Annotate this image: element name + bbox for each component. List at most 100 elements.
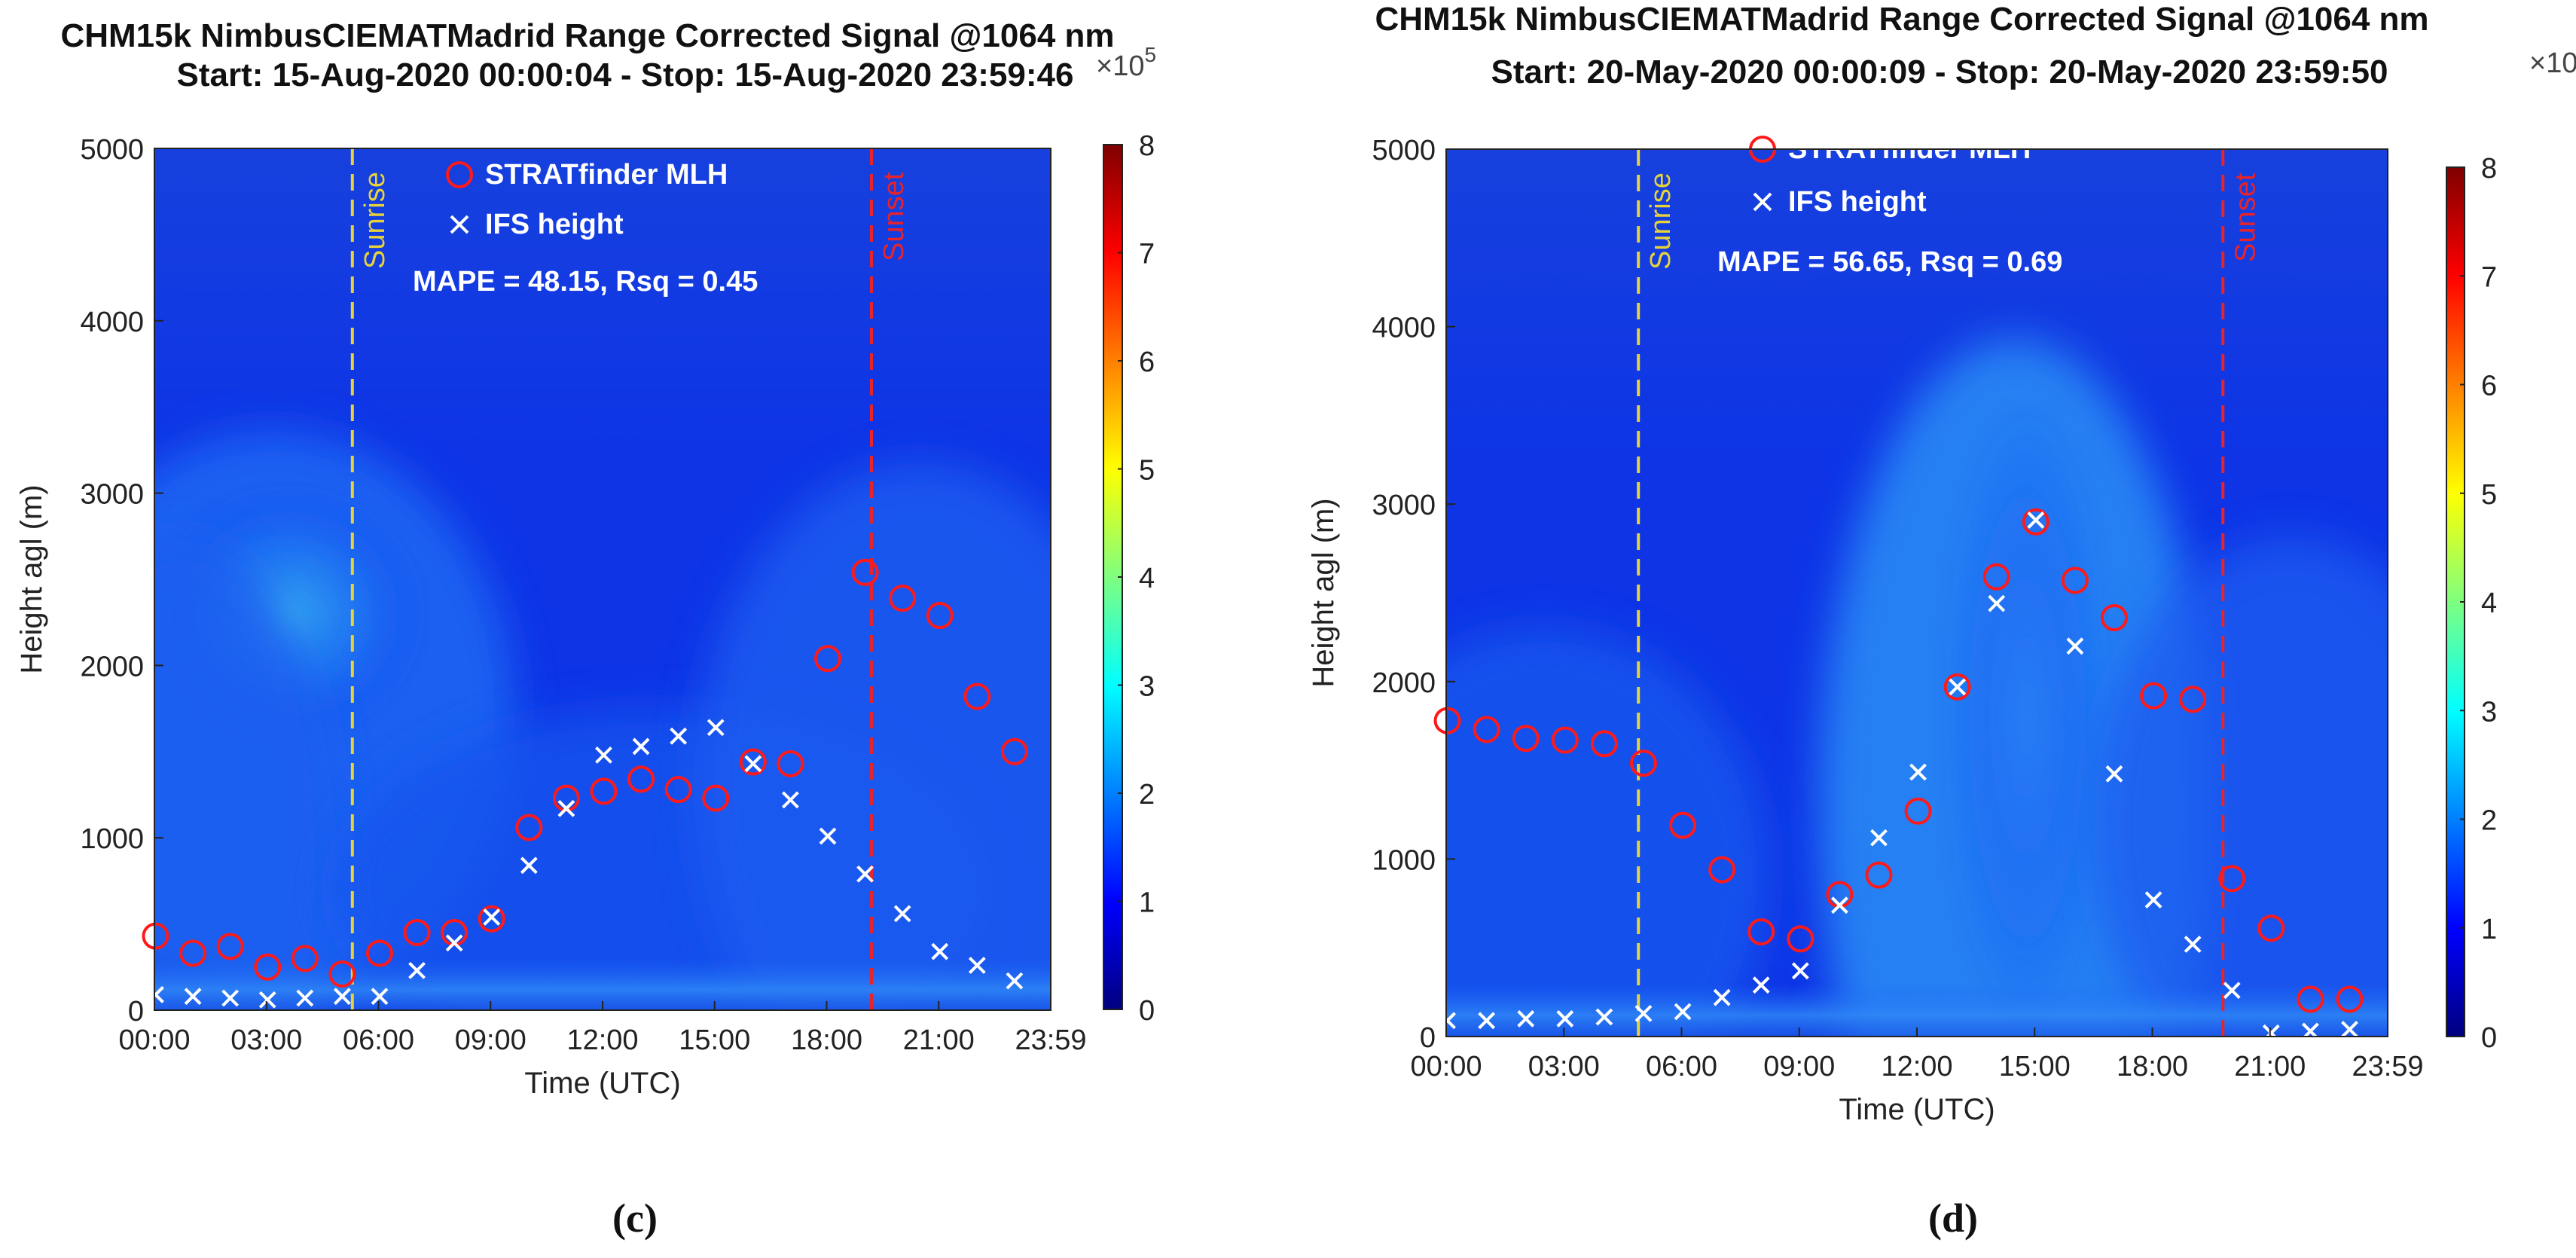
legend-marker-stratfinder xyxy=(446,161,473,188)
ifs-point xyxy=(1909,763,1927,781)
y-tick-label: 0 xyxy=(1420,1022,1436,1054)
y-tick-label: 3000 xyxy=(80,479,144,511)
night-layer xyxy=(154,539,335,1010)
y-tick-label: 4000 xyxy=(1372,313,1436,344)
stratfinder-point xyxy=(365,939,393,967)
x-tick-label: 15:00 xyxy=(1999,1051,2071,1082)
ifs-point xyxy=(1006,972,1024,990)
sunset-label: Sunset xyxy=(2230,173,2261,262)
sunset-label: Sunset xyxy=(878,172,910,261)
legend-marker-ifs xyxy=(1753,192,1772,212)
stratfinder-point xyxy=(627,765,655,793)
sunrise-label: Sunrise xyxy=(359,172,391,269)
ifs-point xyxy=(2027,511,2045,529)
stratfinder-point xyxy=(2336,985,2364,1013)
panel-caption: (d) xyxy=(1928,1195,1978,1241)
stats-text: MAPE = 48.15, Rsq = 0.45 xyxy=(413,266,758,298)
y-tick-label: 4000 xyxy=(80,307,144,338)
x-tick-label: 03:00 xyxy=(1528,1051,1600,1082)
ifs-point xyxy=(1949,678,1967,696)
stratfinder-point xyxy=(1512,725,1540,753)
y-axis-label: Height agl (m) xyxy=(1307,498,1340,687)
legend-label-ifs: IFS height xyxy=(1788,186,1927,218)
ifs-point xyxy=(632,737,650,756)
colorbar-tick-label: 1 xyxy=(1139,887,1155,919)
signal-field xyxy=(1446,149,2388,1037)
x-tick-label: 00:00 xyxy=(1410,1051,1482,1082)
ifs-point xyxy=(670,727,688,745)
colorbar-tick-label: 6 xyxy=(1139,347,1155,378)
ifs-point xyxy=(893,905,911,923)
colorbar-exponent: ×105 xyxy=(1096,43,1156,82)
sunrise-label: Sunrise xyxy=(1645,173,1677,270)
stratfinder-point xyxy=(889,585,917,612)
ifs-point xyxy=(1752,976,1770,994)
ifs-point xyxy=(2262,1024,2280,1042)
colorbar-exponent: ×105 xyxy=(2529,40,2576,79)
colorbar-tick-label: 8 xyxy=(2481,153,2497,185)
y-tick-label: 5000 xyxy=(1372,135,1436,166)
evening-layer xyxy=(2093,537,2388,1037)
y-tick-label: 0 xyxy=(128,996,144,1027)
ifs-point xyxy=(2184,936,2202,953)
colorbar-tick-label: 0 xyxy=(1139,995,1155,1027)
chart-title: CHM15k NimbusCIEMATMadrid Range Correcte… xyxy=(60,17,1114,54)
stratfinder-point xyxy=(1943,673,1971,701)
panel-c: CHM15k NimbusCIEMATMadrid Range Correcte… xyxy=(15,17,1156,1241)
x-tick-label: 21:00 xyxy=(2234,1051,2306,1082)
stratfinder-point xyxy=(2257,914,2285,942)
x-tick-label: 12:00 xyxy=(566,1024,638,1056)
panel-d: CHM15k NimbusCIEMATMadrid Range Correcte… xyxy=(1307,1,2576,1241)
stratfinder-point xyxy=(1590,730,1618,758)
colorbar-tick-label: 5 xyxy=(2481,479,2497,511)
stratfinder-point xyxy=(179,939,207,967)
y-tick-label: 2000 xyxy=(80,651,144,682)
ifs-point xyxy=(2341,1021,2358,1038)
stratfinder-point xyxy=(515,814,543,841)
ifs-point xyxy=(1439,1012,1456,1030)
stratfinder-point xyxy=(1982,563,2010,591)
ifs-point xyxy=(1556,1010,1574,1027)
ifs-point xyxy=(258,991,276,1009)
stratfinder-point xyxy=(813,645,841,673)
ifs-point xyxy=(968,957,986,974)
ifs-point xyxy=(333,988,351,1006)
ifs-point xyxy=(744,755,762,773)
stratfinder-point xyxy=(254,953,282,981)
x-tick-label: 18:00 xyxy=(2117,1051,2188,1082)
ifs-point xyxy=(184,988,202,1006)
colorbar-tick-label: 1 xyxy=(2481,914,2497,945)
x-tick-label: 09:00 xyxy=(1763,1051,1835,1082)
night-layer xyxy=(1446,628,1771,1037)
panel-caption: (c) xyxy=(612,1195,658,1241)
ifs-point xyxy=(2144,891,2162,909)
ifs-point xyxy=(1674,1003,1692,1021)
stratfinder-point xyxy=(1904,797,1932,825)
legend-label-ifs: IFS height xyxy=(485,209,624,240)
ifs-point xyxy=(520,856,538,875)
signal-field xyxy=(154,148,1051,1010)
ifs-point xyxy=(1830,896,1848,914)
stratfinder-point xyxy=(1747,918,1775,945)
stratfinder-point xyxy=(2179,685,2207,713)
x-tick-label: 06:00 xyxy=(1646,1051,1717,1082)
stratfinder-point xyxy=(2297,985,2324,1013)
x-axis-label: Time (UTC) xyxy=(524,1067,680,1100)
stratfinder-point xyxy=(2140,682,2168,710)
ifs-point xyxy=(445,934,463,952)
stratfinder-point xyxy=(2218,865,2246,893)
stratfinder-point xyxy=(403,919,431,947)
y-axis-label: Height agl (m) xyxy=(15,484,48,673)
ifs-point xyxy=(296,989,314,1007)
field-haze xyxy=(154,148,1051,450)
stratfinder-point xyxy=(1551,726,1579,754)
y-tick-label: 5000 xyxy=(80,134,144,166)
ifs-point xyxy=(1713,988,1731,1006)
stratfinder-point xyxy=(963,682,991,710)
ifs-point xyxy=(147,985,164,1003)
ifs-point xyxy=(1517,1010,1535,1027)
x-tick-label: 06:00 xyxy=(343,1024,414,1056)
colorbar-tick-label: 4 xyxy=(2481,588,2497,619)
chart-subtitle: Start: 20-May-2020 00:00:09 - Stop: 20-M… xyxy=(1491,53,2388,90)
